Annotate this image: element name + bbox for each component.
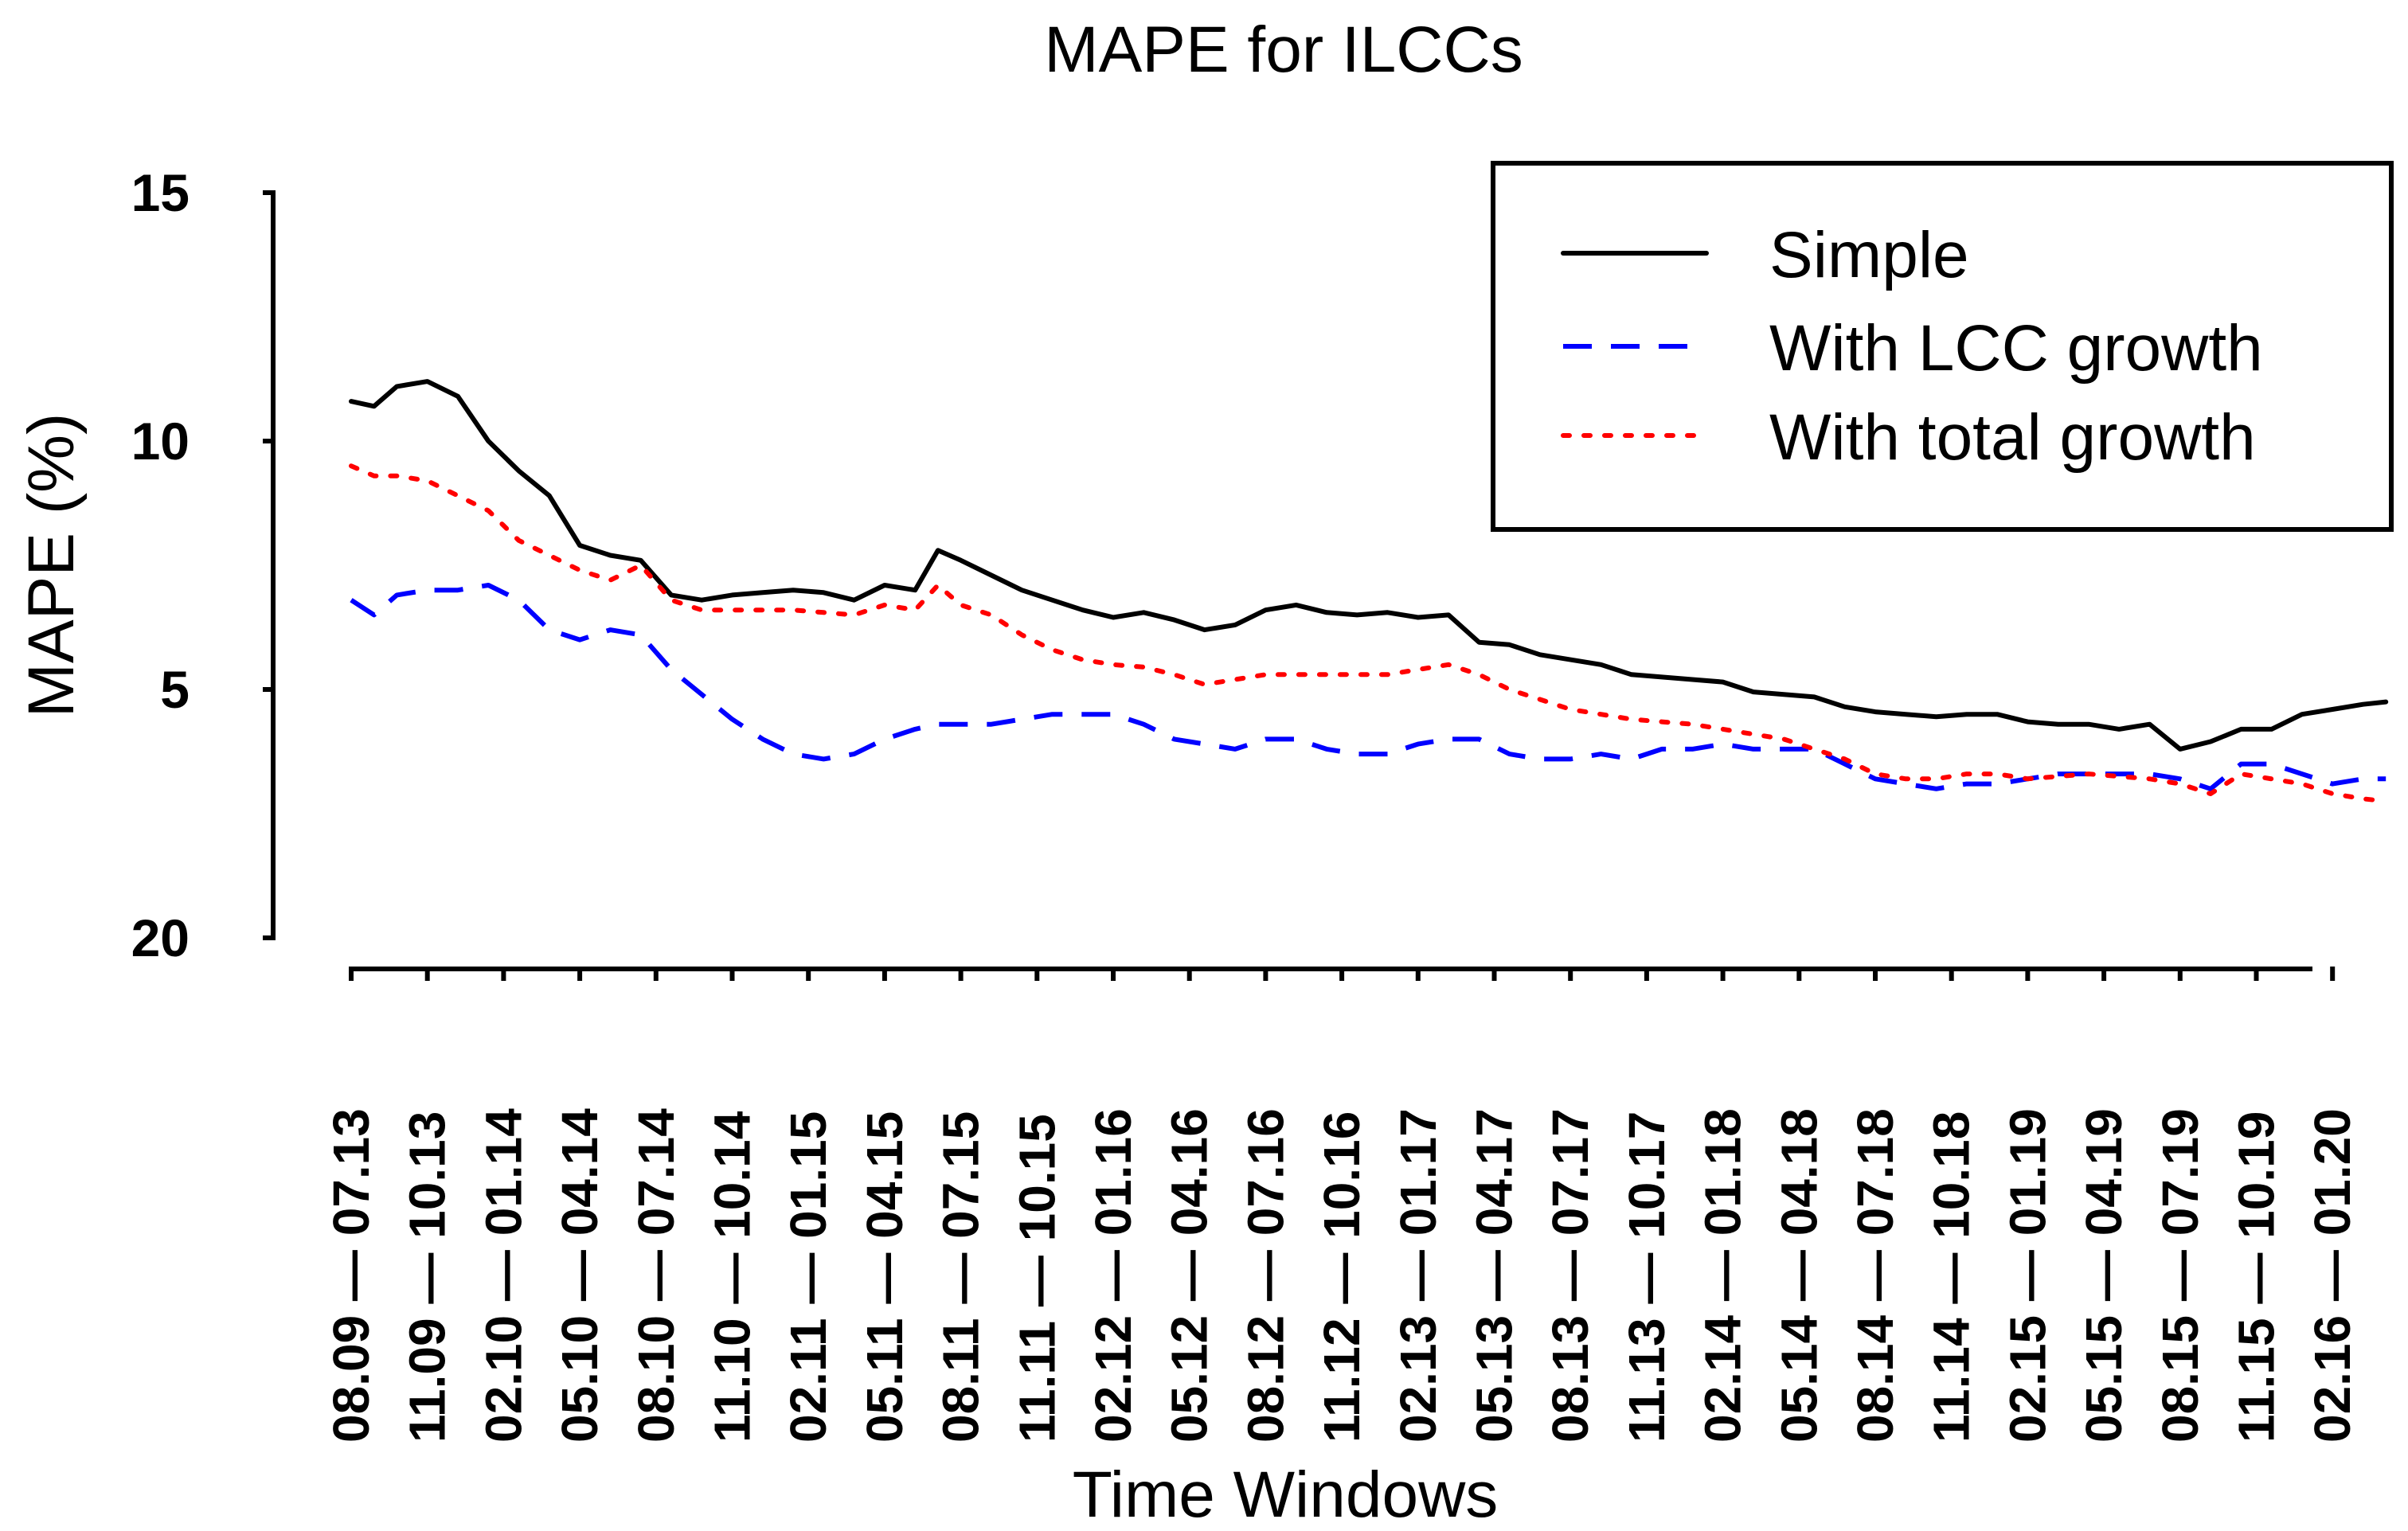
y-tick-label: 5 bbox=[160, 660, 190, 719]
x-ticks: 08.09 — 07.13 11.09 — 10.13 02.10 — 01.14 0… bbox=[322, 967, 2361, 1443]
x-tick-label: 05.12 — 04.16 bbox=[1161, 1108, 1218, 1443]
y-tick-label: 20 bbox=[131, 908, 190, 967]
y-axis-title: MAPE (%) bbox=[15, 413, 88, 718]
plot-area bbox=[349, 379, 2389, 804]
x-tick-label: 08.14 — 07.18 bbox=[1847, 1108, 1904, 1443]
x-tick-label: 08.11 — 07.15 bbox=[932, 1111, 990, 1443]
x-tick-label: 02.15 — 01.19 bbox=[1999, 1108, 2056, 1443]
legend-label-total-growth: With total growth bbox=[1769, 401, 2256, 474]
x-tick-label: 02.12 — 01.16 bbox=[1085, 1108, 1142, 1443]
x-tick-label: 11.09 — 10.13 bbox=[399, 1111, 456, 1443]
y-tick-label: 10 bbox=[131, 412, 190, 471]
x-tick-label: 05.10 — 04.14 bbox=[551, 1108, 608, 1443]
series-line-with-total-growth bbox=[349, 463, 2389, 804]
x-tick-label: 08.09 — 07.13 bbox=[322, 1108, 380, 1443]
x-tick-label: 05.14 — 04.18 bbox=[1770, 1108, 1828, 1443]
y-tick-label: 15 bbox=[131, 163, 190, 222]
x-tick-label: 11.15 — 10.19 bbox=[2228, 1111, 2285, 1443]
x-tick-label: 05.11 — 04.15 bbox=[856, 1111, 913, 1443]
y-ticks: 15 10 5 20 bbox=[131, 163, 276, 967]
x-tick-label: 11.13 — 10.17 bbox=[1618, 1111, 1675, 1443]
legend-label-lcc-growth: With LCC growth bbox=[1769, 312, 2263, 385]
x-tick-label: 08.12 — 07.16 bbox=[1237, 1108, 1294, 1443]
x-tick-label: 11.10 — 10.14 bbox=[704, 1111, 761, 1443]
x-tick-label: 02.11 — 01.15 bbox=[780, 1111, 837, 1443]
legend-box bbox=[1491, 161, 2394, 532]
x-tick-label: 11.11 — 10.15 bbox=[1008, 1114, 1065, 1443]
x-tick-label: 05.15 — 04.19 bbox=[2075, 1108, 2132, 1443]
x-tick-label: 02.13 — 01.17 bbox=[1390, 1108, 1447, 1443]
series-line-simple bbox=[349, 379, 2389, 752]
x-tick-label: 08.13 — 07.17 bbox=[1542, 1108, 1599, 1443]
x-tick-label: 02.16 — 01.20 bbox=[2304, 1108, 2361, 1443]
x-tick-label: 08.10 — 07.14 bbox=[627, 1108, 685, 1443]
x-tick-label: 08.15 — 07.19 bbox=[2152, 1108, 2209, 1443]
chart-title: MAPE for ILCCs bbox=[1044, 14, 1523, 86]
x-tick-label: 11.14 — 10.18 bbox=[1923, 1111, 1980, 1443]
x-tick-label: 02.10 — 01.14 bbox=[475, 1108, 532, 1443]
x-tick-label: 02.14 — 01.18 bbox=[1695, 1108, 1752, 1443]
x-tick-label: 11.12 — 10.16 bbox=[1313, 1111, 1370, 1443]
legend-label-simple: Simple bbox=[1769, 219, 1969, 291]
x-axis-title: Time Windows bbox=[1073, 1459, 1499, 1531]
legend: Simple With LCC growth With total growth bbox=[1491, 161, 2394, 532]
x-tick-label: 05.13 — 04.17 bbox=[1466, 1108, 1523, 1443]
